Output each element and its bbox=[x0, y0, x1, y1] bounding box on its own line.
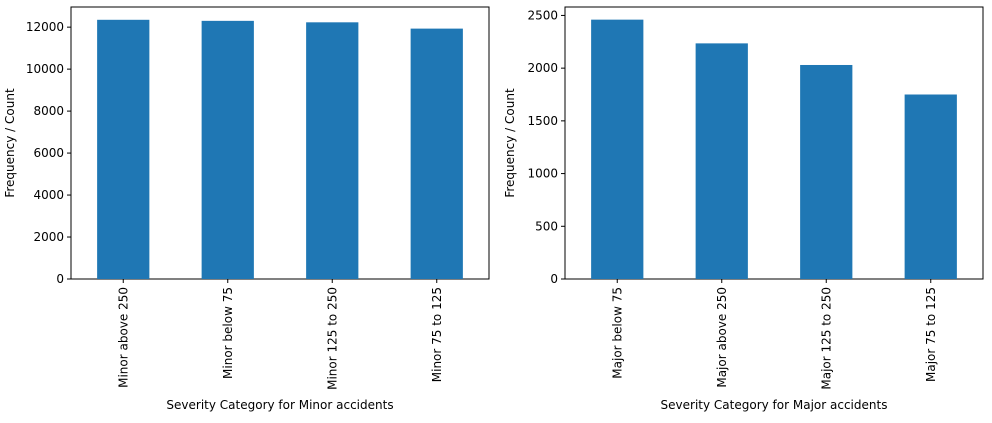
y-axis-ticks: 0 2000 4000 6000 8000 10000 12000 bbox=[26, 20, 71, 286]
x-axis-ticks: Minor above 250 Minor below 75 Minor 125 t… bbox=[116, 279, 444, 390]
y-tick-label: 2000 bbox=[527, 61, 558, 75]
plot-area-frame bbox=[564, 6, 984, 280]
bar bbox=[695, 43, 748, 279]
y-axis-label: Frequency / Count bbox=[503, 88, 517, 198]
minor-accidents-chart: 0 2000 4000 6000 8000 10000 12000 Minor above … bbox=[3, 6, 490, 412]
y-tick-label: 8000 bbox=[33, 104, 64, 118]
y-tick-label: 1000 bbox=[527, 167, 558, 181]
x-tick-label: Major 75 to 125 bbox=[924, 287, 938, 382]
bar bbox=[306, 22, 359, 280]
y-tick-label: 6000 bbox=[33, 146, 64, 160]
x-tick-label: Major 125 to 250 bbox=[819, 287, 833, 390]
bar bbox=[201, 20, 254, 279]
y-tick-label: 0 bbox=[56, 272, 64, 286]
bar bbox=[800, 64, 853, 279]
y-tick-label: 500 bbox=[535, 219, 558, 233]
x-tick-label: Minor above 250 bbox=[116, 287, 130, 388]
x-tick-label: Major above 250 bbox=[715, 287, 729, 388]
bars bbox=[591, 19, 957, 280]
y-tick-label: 4000 bbox=[33, 188, 64, 202]
x-tick-label: Minor 75 to 125 bbox=[430, 287, 444, 382]
y-tick-label: 2500 bbox=[527, 8, 558, 22]
y-tick-label: 1500 bbox=[527, 114, 558, 128]
bar bbox=[591, 19, 644, 280]
y-tick-label: 2000 bbox=[33, 230, 64, 244]
x-axis-ticks: Major below 75 Major above 250 Major 125 t… bbox=[610, 279, 938, 390]
y-tick-label: 12000 bbox=[26, 20, 64, 34]
y-tick-label: 0 bbox=[550, 272, 558, 286]
x-axis-label: Severity Category for Major accidents bbox=[661, 398, 888, 412]
x-tick-label: Minor below 75 bbox=[221, 287, 235, 379]
plot-area-frame bbox=[70, 6, 490, 280]
bar bbox=[410, 28, 463, 280]
y-axis-label: Frequency / Count bbox=[3, 88, 17, 198]
bars bbox=[97, 19, 463, 280]
x-tick-label: Major below 75 bbox=[610, 287, 624, 379]
x-axis-label: Severity Category for Minor accidents bbox=[166, 398, 393, 412]
y-tick-label: 10000 bbox=[26, 62, 64, 76]
bar bbox=[97, 19, 150, 280]
y-axis-ticks: 0 500 1000 1500 2000 2500 bbox=[527, 8, 565, 286]
x-tick-label: Minor 125 to 250 bbox=[325, 287, 339, 390]
bar bbox=[904, 94, 957, 279]
